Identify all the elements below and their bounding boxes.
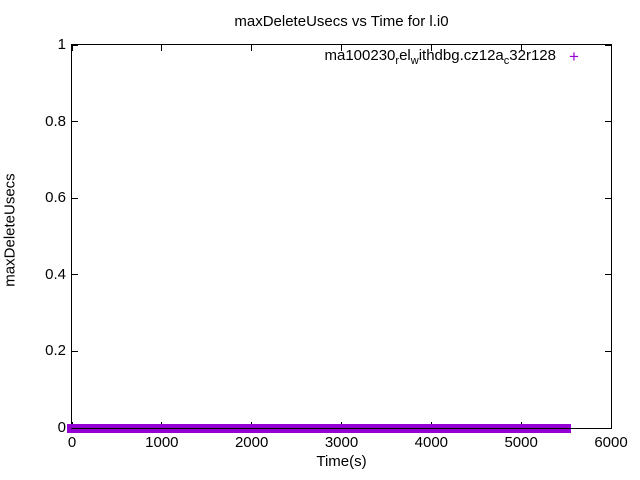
x-tick-label: 2000	[234, 434, 269, 451]
y-tick-mark	[72, 121, 78, 123]
y-tick-mark	[72, 44, 78, 46]
y-tick-mark-mirror	[605, 121, 611, 123]
legend-name-text: ma100230	[324, 47, 396, 64]
x-tick-label: 6000	[594, 434, 628, 451]
legend-name-text: ithdbg.cz12a	[418, 47, 504, 64]
y-tick-mark-mirror	[605, 274, 611, 276]
y-tick-label: 0.4	[45, 265, 66, 283]
y-tick-label: 0.6	[45, 189, 66, 207]
x-tick-label: 0	[67, 434, 77, 451]
legend-name-subscript: w	[410, 55, 419, 67]
legend-name-subscript: c	[503, 55, 510, 67]
x-tick-label: 5000	[504, 434, 538, 451]
x-tick-label: 3000	[324, 434, 359, 451]
y-tick-label: 0	[57, 419, 66, 436]
y-tick-mark-mirror	[605, 350, 611, 352]
x-axis-line	[71, 428, 612, 429]
legend-name-text: 32r128	[509, 47, 556, 64]
y-tick-mark	[72, 274, 78, 276]
x-tick-mark-mirror	[520, 45, 522, 51]
legend-plus-marker-icon: +	[569, 46, 579, 66]
y-tick-label: 0.2	[45, 342, 66, 360]
legend-name-text: el	[399, 47, 411, 64]
x-tick-mark-mirror	[161, 45, 163, 51]
legend-series-name: ma100230relwithdbg.cz12ac32r128	[200, 47, 556, 67]
x-tick-mark-mirror	[610, 45, 612, 51]
x-axis-label: Time(s)	[316, 453, 367, 470]
y-tick-label: 0.8	[45, 112, 66, 130]
x-tick-label: 4000	[414, 434, 449, 451]
plot-area: 0 1000 2000 3000 4000 5000 6000 0 0.2 0.4 0.6 0.8 1	[45, 37, 628, 451]
x-tick-mark	[610, 422, 612, 428]
x-tick-mark-mirror	[71, 45, 73, 51]
x-tick-mark-mirror	[251, 45, 253, 51]
chart-title: maxDeleteUsecs vs Time for l.i0	[234, 13, 449, 30]
y-tick-mark-mirror	[605, 197, 611, 199]
x-tick-mark-mirror	[341, 45, 342, 51]
legend-name-subscript: r	[395, 55, 400, 67]
x-tick-label: 1000	[145, 434, 179, 451]
x-tick-mark-mirror	[430, 45, 432, 51]
y-tick-mark	[72, 350, 78, 352]
y-tick-mark	[72, 197, 78, 199]
y-tick-label: 1	[57, 36, 66, 53]
y-tick-mark-mirror	[605, 44, 611, 46]
